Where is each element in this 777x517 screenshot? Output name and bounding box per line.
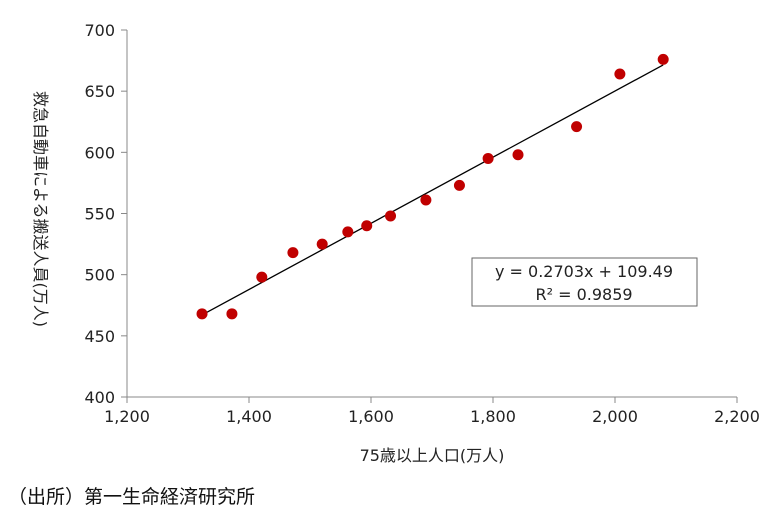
data-point xyxy=(342,226,354,238)
y-tick-label: 450 xyxy=(84,327,115,346)
data-point xyxy=(226,308,238,320)
y-tick-label: 600 xyxy=(84,143,115,162)
data-point xyxy=(571,121,583,133)
regression-box-frame xyxy=(471,257,698,307)
y-tick-label: 700 xyxy=(84,21,115,40)
y-tick-label: 500 xyxy=(84,266,115,285)
trendline-equation: y = 0.2703x + 109.49 xyxy=(495,262,673,281)
r-squared-label: R² = 0.9859 xyxy=(535,285,632,304)
axes xyxy=(126,30,737,398)
x-tick-label: 2,200 xyxy=(714,407,760,426)
y-axis-title: 救急自動車による搬送人員(万人) xyxy=(31,91,50,327)
data-point xyxy=(361,220,373,232)
data-points xyxy=(196,53,669,320)
data-point xyxy=(316,238,328,250)
regression-box: y = 0.2703x + 109.49 R² = 0.9859 xyxy=(471,257,698,307)
x-tick-label: 1,400 xyxy=(226,407,272,426)
x-ticks: 1,200 1,400 1,600 1,800 2,000 2,200 xyxy=(104,397,760,426)
x-tick-label: 1,800 xyxy=(470,407,516,426)
data-point xyxy=(256,271,268,283)
y-tick-label: 650 xyxy=(84,82,115,101)
trendline xyxy=(201,64,664,316)
y-tick-label: 400 xyxy=(84,388,115,407)
x-axis-title: 75歳以上人口(万人) xyxy=(360,446,505,465)
source-note: （出所）第一生命経済研究所 xyxy=(8,486,256,508)
y-ticks: 400 450 500 550 600 650 700 xyxy=(84,21,127,407)
data-point xyxy=(614,68,626,80)
data-point xyxy=(657,53,669,65)
data-point xyxy=(287,247,299,259)
data-point xyxy=(385,210,397,222)
x-tick-label: 1,600 xyxy=(348,407,394,426)
data-point xyxy=(420,194,432,206)
data-point xyxy=(482,152,494,164)
data-point xyxy=(453,179,465,191)
y-tick-label: 550 xyxy=(84,205,115,224)
scatter-chart: 400 450 500 550 600 650 700 1,200 1,400 1,600 1,8… xyxy=(31,21,760,465)
data-point xyxy=(196,308,208,320)
x-tick-label: 1,200 xyxy=(104,407,150,426)
x-tick-label: 2,000 xyxy=(592,407,638,426)
data-point xyxy=(512,149,524,161)
